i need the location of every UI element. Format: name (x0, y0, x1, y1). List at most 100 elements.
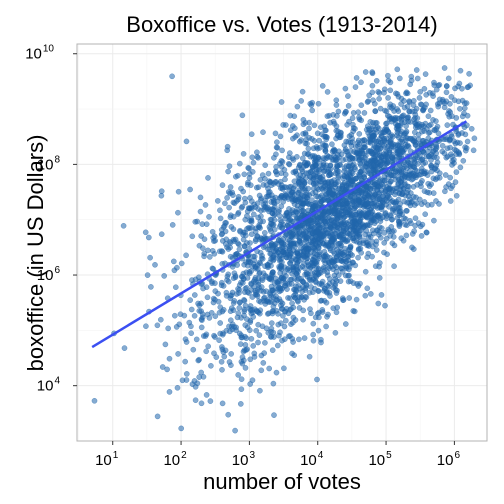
data-point (289, 277, 294, 282)
data-point (238, 401, 243, 406)
data-point (235, 211, 240, 216)
data-point (196, 358, 201, 363)
data-point (378, 200, 383, 205)
data-point (292, 184, 297, 189)
data-point (287, 162, 292, 167)
data-point (219, 359, 224, 364)
data-point (354, 297, 359, 302)
data-point (411, 184, 416, 189)
data-point (361, 138, 366, 143)
data-point (229, 224, 234, 229)
data-point (309, 284, 314, 289)
data-point (388, 80, 393, 85)
data-point (158, 317, 163, 322)
data-point (379, 182, 384, 187)
data-point (319, 199, 324, 204)
data-point (326, 209, 331, 214)
data-point (285, 295, 290, 300)
data-point (281, 199, 286, 204)
data-point (289, 241, 294, 246)
data-point (316, 194, 321, 199)
data-point (189, 278, 194, 283)
data-point (363, 293, 368, 298)
data-point (371, 98, 376, 103)
data-point (160, 364, 165, 369)
data-point (320, 83, 325, 88)
chart-title: Boxoffice vs. Votes (1913-2014) (126, 12, 437, 37)
data-point (217, 338, 222, 343)
data-point (225, 195, 230, 200)
data-point (352, 197, 357, 202)
data-point (278, 222, 283, 227)
data-point (255, 266, 260, 271)
data-point (201, 286, 206, 291)
data-point (234, 198, 239, 203)
data-point (403, 91, 408, 96)
data-point (293, 209, 298, 214)
data-point (423, 72, 428, 77)
data-point (155, 323, 160, 328)
data-point (253, 204, 258, 209)
data-point (360, 197, 365, 202)
data-point (210, 229, 215, 234)
data-point (148, 284, 153, 289)
data-point (370, 254, 375, 259)
data-point (225, 144, 230, 149)
data-point (281, 276, 286, 281)
data-point (279, 158, 284, 163)
data-point (370, 244, 375, 249)
data-point (295, 104, 300, 109)
data-point (375, 205, 380, 210)
data-point (239, 333, 244, 338)
data-point (241, 151, 246, 156)
data-point (423, 160, 428, 165)
data-point (277, 257, 282, 262)
data-point (394, 186, 399, 191)
data-point (472, 136, 477, 141)
data-point (256, 185, 261, 190)
data-point (290, 351, 295, 356)
data-point (379, 292, 384, 297)
data-point (295, 215, 300, 220)
data-point (347, 295, 352, 300)
data-point (316, 101, 321, 106)
data-point (275, 343, 280, 348)
data-point (234, 291, 239, 296)
data-point (457, 106, 462, 111)
data-point (334, 98, 339, 103)
data-point (315, 131, 320, 136)
data-point (317, 145, 322, 150)
data-point (279, 171, 284, 176)
data-point (308, 101, 313, 106)
data-point (382, 136, 387, 141)
data-point (332, 208, 337, 213)
data-point (306, 186, 311, 191)
data-point (146, 235, 151, 240)
data-point (320, 279, 325, 284)
data-point (353, 85, 358, 90)
data-point (460, 98, 465, 103)
data-point (352, 215, 357, 220)
data-point (397, 211, 402, 216)
data-point (222, 223, 227, 228)
data-point (259, 353, 264, 358)
data-point (459, 86, 464, 91)
data-point (145, 273, 150, 278)
data-point (326, 173, 331, 178)
data-point (229, 351, 234, 356)
data-point (322, 156, 327, 161)
data-point (262, 340, 267, 345)
data-point (295, 249, 300, 254)
data-point (281, 122, 286, 127)
data-point (437, 82, 442, 87)
data-point (413, 156, 418, 161)
data-point (274, 370, 279, 375)
data-point (121, 223, 126, 228)
data-point (300, 279, 305, 284)
data-point (382, 87, 387, 92)
data-point (417, 95, 422, 100)
data-point (227, 205, 232, 210)
x-tick-exponent: 1 (113, 450, 119, 461)
data-point (413, 125, 418, 130)
data-point (275, 279, 280, 284)
